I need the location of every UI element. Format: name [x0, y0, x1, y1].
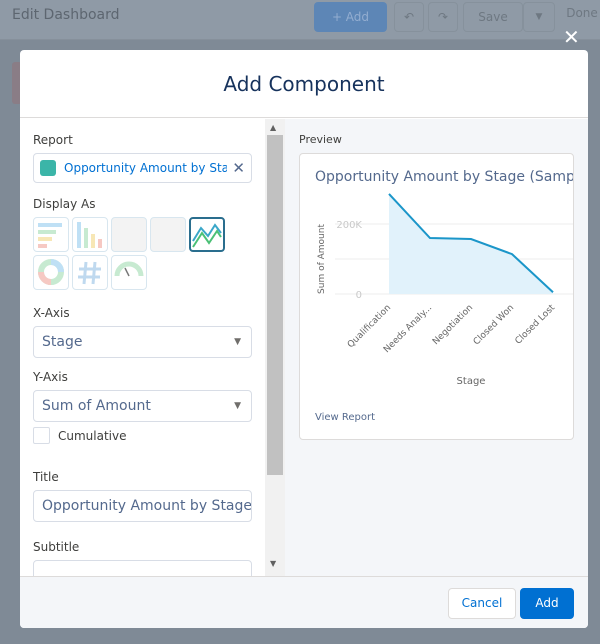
- scrollbar[interactable]: ▲ ▼: [265, 119, 285, 576]
- gauge-icon[interactable]: [111, 255, 147, 290]
- chevron-down-icon: ▼: [234, 337, 241, 347]
- horizontal-bar-chart-icon[interactable]: [33, 217, 69, 252]
- preview-label: Preview: [299, 133, 342, 146]
- display-as-label: Display As: [33, 197, 96, 211]
- report-label: Report: [33, 133, 73, 147]
- preview-title: Opportunity Amount by Stage (Sample): [315, 169, 574, 185]
- area-fill: [389, 193, 553, 294]
- scroll-up-icon[interactable]: ▲: [270, 123, 277, 132]
- save-menu-chevron-icon[interactable]: ▼: [523, 2, 555, 32]
- title-input[interactable]: Opportunity Amount by Stage (Sample): [33, 490, 252, 522]
- y-axis-label: Y-Axis: [33, 370, 68, 384]
- chevron-down-icon: ▼: [234, 401, 241, 411]
- x-axis-label: X-Axis: [33, 306, 70, 320]
- cumulative-label: Cumulative: [58, 428, 127, 443]
- modal-title: Add Component: [20, 50, 588, 118]
- cancel-button[interactable]: Cancel: [448, 588, 516, 619]
- x-tick-label: Closed Lost: [514, 303, 558, 347]
- line-chart-icon[interactable]: [189, 217, 225, 252]
- lightning-table-icon[interactable]: [150, 217, 186, 252]
- y-axis-title: Sum of Amount: [317, 224, 327, 294]
- subtitle-label: Subtitle: [33, 540, 80, 554]
- clear-icon[interactable]: ✕: [232, 159, 245, 177]
- report-lookup[interactable]: Opportunity Amount by Stage ✕: [33, 153, 252, 183]
- settings-panel: Report Opportunity Amount by Stage ✕ Dis…: [20, 119, 265, 576]
- modal-footer: Cancel Add: [20, 576, 588, 628]
- y-axis-value: Sum of Amount: [42, 398, 151, 414]
- y-axis-select[interactable]: Sum of Amount ▼: [33, 390, 252, 422]
- cumulative-checkbox[interactable]: Cumulative: [33, 427, 252, 444]
- undo-icon[interactable]: ↶: [394, 2, 424, 32]
- checkbox[interactable]: [33, 427, 50, 444]
- close-icon[interactable]: ✕: [563, 25, 580, 49]
- report-icon: [40, 160, 56, 176]
- preview-card: Opportunity Amount by Stage (Sample) 0 20…: [299, 153, 574, 440]
- x-tick-label: Closed Won: [472, 303, 516, 347]
- add-button[interactable]: + Add: [314, 2, 387, 32]
- preview-panel: Preview Opportunity Amount by Stage (Sam…: [285, 119, 588, 576]
- x-axis-value: Stage: [42, 334, 83, 350]
- view-report-link[interactable]: View Report: [315, 412, 376, 423]
- add-component-button[interactable]: Add: [520, 588, 574, 619]
- scrollbar-thumb[interactable]: [267, 135, 283, 475]
- add-component-modal: Add Component Report Opportunity Amount …: [20, 50, 588, 628]
- table-icon[interactable]: [111, 217, 147, 252]
- x-axis-title: Stage: [457, 376, 486, 387]
- redo-icon[interactable]: ↷: [428, 2, 458, 32]
- display-as-options: [33, 217, 252, 290]
- title-label: Title: [33, 470, 59, 484]
- vertical-bar-chart-icon[interactable]: [72, 217, 108, 252]
- page-title: Edit Dashboard: [12, 7, 120, 23]
- save-button[interactable]: Save: [463, 2, 523, 32]
- y-tick-label: 0: [356, 290, 362, 301]
- y-tick-label: 200K: [336, 220, 362, 231]
- background-component: [12, 62, 22, 104]
- donut-chart-icon[interactable]: [33, 255, 69, 290]
- done-button[interactable]: Done: [566, 6, 598, 20]
- dashboard-toolbar: Edit Dashboard + Add ↶ ↷ Save ▼ Done: [0, 0, 600, 40]
- subtitle-input[interactable]: [33, 560, 252, 576]
- scroll-down-icon[interactable]: ▼: [270, 559, 277, 568]
- metric-icon[interactable]: [72, 255, 108, 290]
- x-axis-select[interactable]: Stage ▼: [33, 326, 252, 358]
- x-tick-label: Negotiation: [431, 303, 475, 347]
- report-value: Opportunity Amount by Stage: [64, 161, 227, 175]
- series-line: [388, 193, 554, 293]
